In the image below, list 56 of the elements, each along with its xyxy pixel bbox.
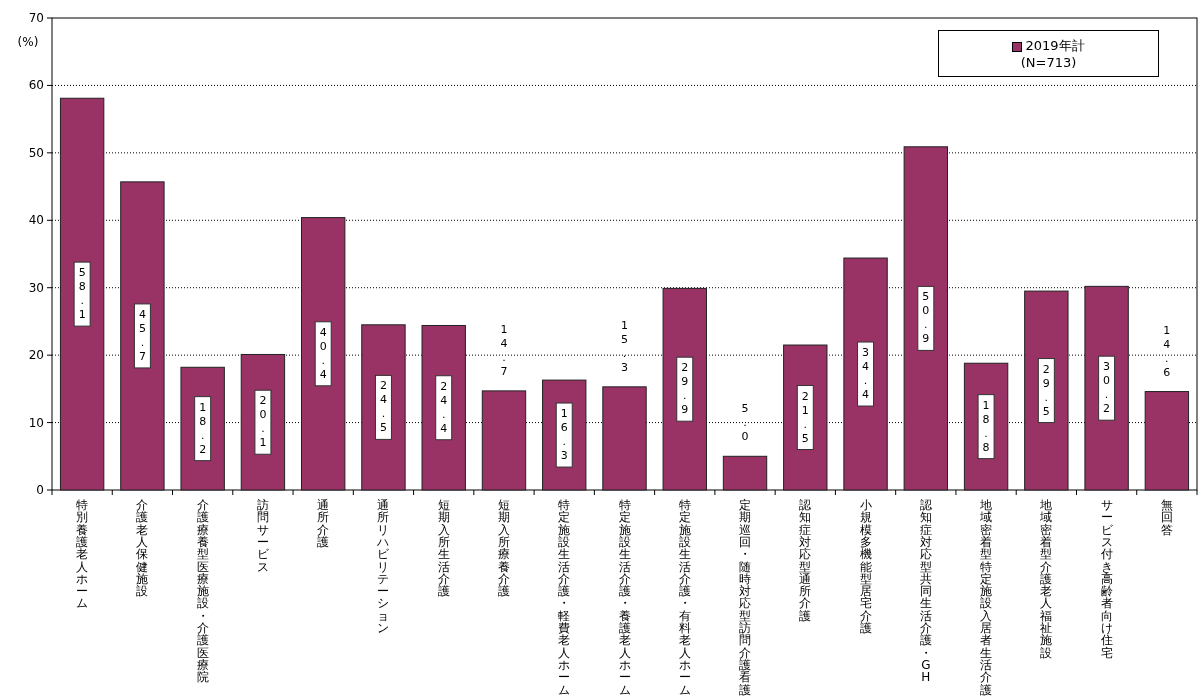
category-label: サービス付き高齢者向け住宅 — [1100, 498, 1113, 660]
category-label: 定期巡回・随時対応型訪問介護看護 — [739, 498, 752, 697]
data-label: 15.3 — [621, 318, 628, 374]
bar — [120, 181, 165, 491]
data-label: 5.0 — [741, 402, 749, 444]
legend-label: 2019年計 (N=713) — [1020, 38, 1085, 70]
category-label: 特定施設生活介護・養護老人ホーム — [618, 498, 631, 697]
y-tick-label: 60 — [28, 78, 44, 93]
x-tick-label: 通所介護 — [317, 498, 330, 549]
bar — [1144, 391, 1190, 491]
data-label: 16.3 — [560, 407, 568, 463]
data-label: 40.4 — [319, 325, 327, 381]
y-axis-title: (%) — [17, 35, 39, 49]
x-tick-label: 訪問サービス — [256, 498, 270, 574]
category-label: 特定施設生活介護・軽費老人ホーム — [558, 498, 571, 697]
y-tick-label: 40 — [28, 213, 44, 228]
category-label: 認知症対応型通所介護 — [799, 498, 812, 623]
data-label: 20.1 — [259, 394, 267, 450]
category-label: 地域密着型介護老人福祉施設 — [1040, 498, 1053, 660]
category-label: 介護療養型医療施設・介護医療院 — [196, 498, 209, 685]
data-label: 24.5 — [379, 379, 387, 435]
y-tick-label: 10 — [28, 415, 44, 430]
data-label: 21.5 — [801, 389, 809, 445]
category-label: 特定施設生活介護・有料老人ホーム — [678, 498, 691, 697]
x-tick-label: 無回答 — [1160, 498, 1173, 537]
data-label: 30.2 — [1103, 360, 1111, 416]
data-label: 14.6 — [1163, 323, 1171, 379]
data-label: 29.9 — [681, 361, 689, 417]
data-label: 50.9 — [922, 290, 930, 346]
x-tick-label: 介護老人保健施設 — [136, 498, 149, 599]
category-label: 特別養護老人ホーム — [76, 498, 89, 611]
bar — [481, 390, 527, 491]
x-tick-label: 短期入所生活介護 — [437, 498, 450, 599]
data-label: 58.1 — [78, 266, 86, 322]
data-label: 29.5 — [1042, 362, 1050, 418]
y-tick-label: 30 — [28, 280, 44, 295]
y-tick-label: 70 — [28, 11, 44, 25]
bar — [59, 97, 105, 491]
bar — [300, 217, 346, 491]
category-label: 通所リハビリテーション — [377, 498, 390, 635]
category-label: 地域密着型特定施設入居者生活介護 — [980, 498, 993, 697]
data-label: 24.4 — [440, 379, 448, 435]
y-tick-label: 0 — [36, 483, 44, 497]
data-label: 18.8 — [982, 398, 990, 454]
data-label: 14.7 — [500, 322, 508, 378]
category-label: 認知症対応型共同生活介護・GH — [919, 498, 932, 685]
bar — [602, 386, 647, 491]
data-label: 18.2 — [199, 400, 207, 456]
bar — [722, 455, 768, 491]
y-tick-label: 20 — [28, 348, 44, 363]
category-label: 小規模多機能型居宅介護 — [859, 498, 872, 635]
data-label: 34.4 — [862, 346, 870, 402]
bar — [903, 146, 949, 491]
data-label: 45.7 — [138, 307, 146, 363]
y-tick-label: 50 — [28, 145, 44, 160]
x-tick-label: 短期入所療養介護 — [497, 498, 510, 599]
